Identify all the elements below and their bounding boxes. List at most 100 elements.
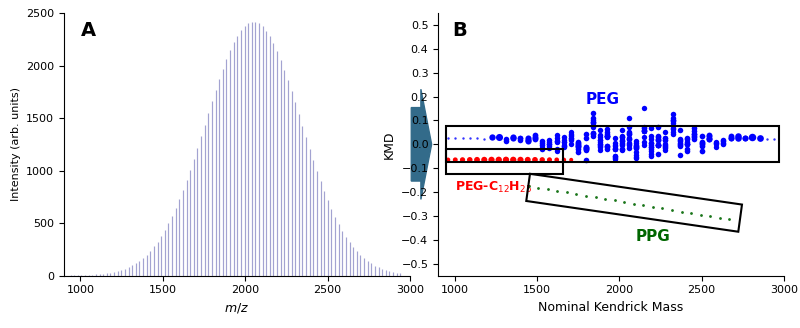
Point [688, 133, 701, 138]
Point [710, 141, 722, 147]
Point [615, 138, 628, 143]
Point [695, 133, 708, 139]
Point [674, 143, 686, 148]
Point [558, 143, 570, 149]
Point [594, 140, 606, 145]
Point [570, 192, 583, 197]
Point [586, 115, 599, 121]
Point [529, 136, 542, 141]
Point [630, 145, 643, 150]
Point [615, 134, 628, 139]
Point [622, 137, 635, 142]
Point [714, 215, 726, 220]
Point [536, 139, 549, 144]
Point [630, 143, 643, 149]
Point [608, 154, 621, 159]
Point [558, 137, 570, 142]
Point [572, 149, 585, 154]
Point [681, 149, 694, 154]
Point [630, 145, 643, 150]
Point [710, 140, 722, 145]
Point [449, 157, 462, 162]
Point [572, 142, 585, 147]
Point [536, 157, 549, 162]
Point [543, 143, 556, 148]
Point [659, 145, 672, 150]
Point [558, 140, 570, 145]
Point [637, 202, 650, 208]
Point [589, 195, 602, 200]
Point [652, 134, 665, 139]
Point [674, 153, 686, 158]
Point [688, 134, 701, 139]
Point [630, 143, 643, 149]
Point [724, 133, 737, 138]
Point [622, 146, 635, 151]
Point [601, 144, 614, 149]
Point [638, 124, 650, 130]
Point [638, 128, 650, 133]
Point [681, 142, 694, 147]
Point [543, 145, 556, 150]
Point [717, 141, 730, 146]
Point [710, 140, 722, 145]
Point [579, 144, 592, 150]
Point [550, 138, 563, 143]
Point [645, 125, 658, 131]
FancyArrow shape [411, 89, 432, 199]
Point [522, 137, 534, 143]
Point [659, 142, 672, 148]
X-axis label: $m/z$: $m/z$ [224, 301, 250, 315]
Y-axis label: Intensity (arb. units): Intensity (arb. units) [10, 87, 21, 201]
Point [695, 148, 708, 154]
Y-axis label: KMD: KMD [382, 130, 396, 158]
Point [507, 135, 520, 141]
Point [586, 132, 599, 137]
Point [485, 157, 498, 162]
Point [601, 133, 614, 138]
Point [442, 157, 454, 162]
Point [622, 115, 635, 120]
Point [565, 133, 578, 139]
Point [638, 139, 650, 144]
Point [622, 136, 635, 142]
Point [601, 134, 614, 139]
Point [565, 141, 578, 146]
Point [638, 126, 650, 131]
Point [449, 136, 462, 141]
Point [580, 193, 593, 198]
Point [565, 136, 578, 142]
Text: PPG: PPG [636, 229, 670, 244]
Point [608, 143, 621, 148]
Point [594, 141, 606, 147]
Point [710, 141, 722, 146]
Point [688, 129, 701, 134]
Point [601, 130, 614, 135]
Point [615, 138, 628, 143]
Point [627, 201, 640, 206]
Point [586, 121, 599, 126]
Point [608, 157, 621, 162]
Point [674, 137, 686, 142]
Point [746, 135, 758, 140]
Point [688, 125, 701, 130]
Point [646, 204, 659, 209]
Point [659, 130, 672, 135]
Point [652, 138, 665, 143]
Point [768, 136, 781, 141]
Point [659, 138, 672, 143]
Bar [446, 149, 563, 174]
Point [565, 135, 578, 141]
Point [695, 140, 708, 145]
Point [594, 144, 606, 149]
Point [565, 137, 578, 142]
Point [695, 142, 708, 147]
Point [717, 141, 730, 147]
Point [695, 143, 708, 149]
Point [594, 143, 606, 148]
Point [738, 136, 751, 141]
Point [529, 133, 542, 138]
Point [558, 140, 570, 145]
Point [622, 130, 635, 135]
Point [529, 134, 542, 139]
